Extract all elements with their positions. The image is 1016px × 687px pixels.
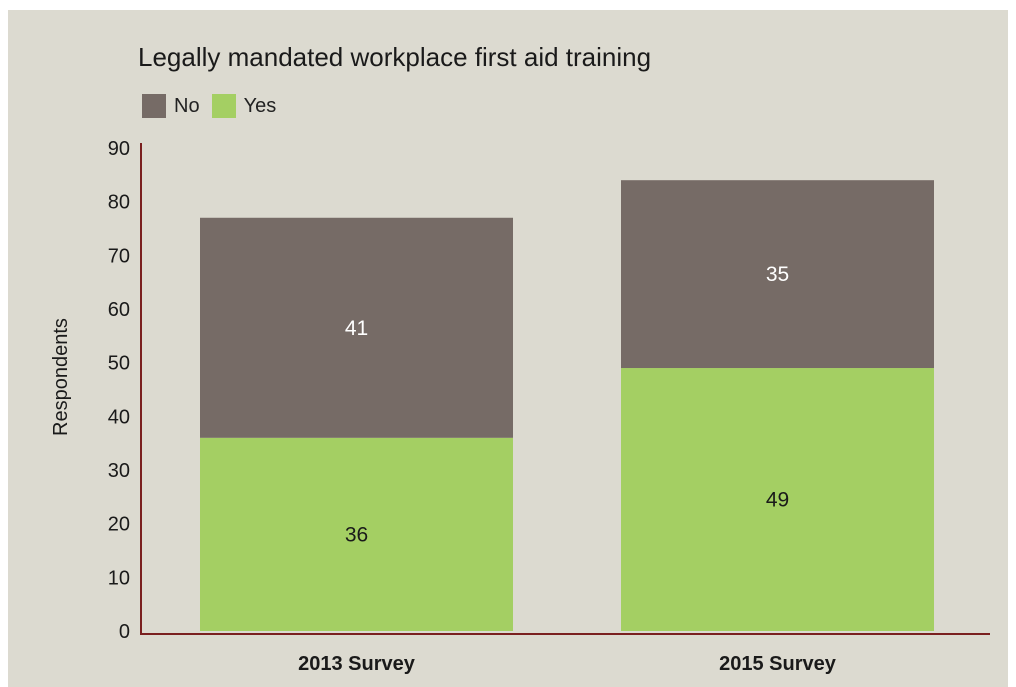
- y-tick-label: 30: [108, 460, 130, 482]
- y-axis-label: Respondents: [50, 318, 72, 436]
- legend-swatch-no: [142, 94, 166, 118]
- y-tick-label: 90: [108, 138, 130, 160]
- y-tick-label: 50: [108, 353, 130, 375]
- y-tick-label: 60: [108, 299, 130, 321]
- data-label-no-0: 41: [345, 317, 368, 340]
- data-label-no-1: 35: [766, 263, 789, 286]
- y-tick-label: 80: [108, 192, 130, 214]
- bar-no-1: [621, 180, 934, 369]
- y-tick-label: 20: [108, 514, 130, 536]
- legend-swatch-yes: [211, 94, 236, 118]
- legend-label-yes: Yes: [243, 94, 277, 117]
- y-tick-label: 70: [108, 245, 130, 267]
- bars: 36 41 49 35: [200, 180, 934, 631]
- data-label-yes-1: 49: [766, 489, 789, 512]
- y-tick-label: 0: [119, 621, 130, 643]
- legend: No Yes: [142, 94, 288, 118]
- legend-item-yes: Yes: [211, 94, 277, 118]
- x-category-label: 2013 Survey: [298, 653, 416, 675]
- data-label-yes-0: 36: [345, 523, 368, 546]
- bar-yes-0: [200, 437, 513, 631]
- y-tick-label: 10: [108, 567, 130, 589]
- y-axis-ticks: 0 10 20 30 40 50 60 70 80 90: [108, 138, 130, 643]
- y-tick-label: 40: [108, 406, 130, 428]
- x-category-label: 2015 Survey: [719, 653, 837, 675]
- bar-no-0: [200, 217, 513, 438]
- legend-label-no: No: [174, 94, 200, 117]
- x-axis-categories: 2013 Survey 2015 Survey: [298, 653, 837, 675]
- bar-yes-1: [621, 368, 934, 631]
- legend-item-no: No: [142, 94, 200, 118]
- chart-title: Legally mandated workplace first aid tra…: [138, 42, 652, 72]
